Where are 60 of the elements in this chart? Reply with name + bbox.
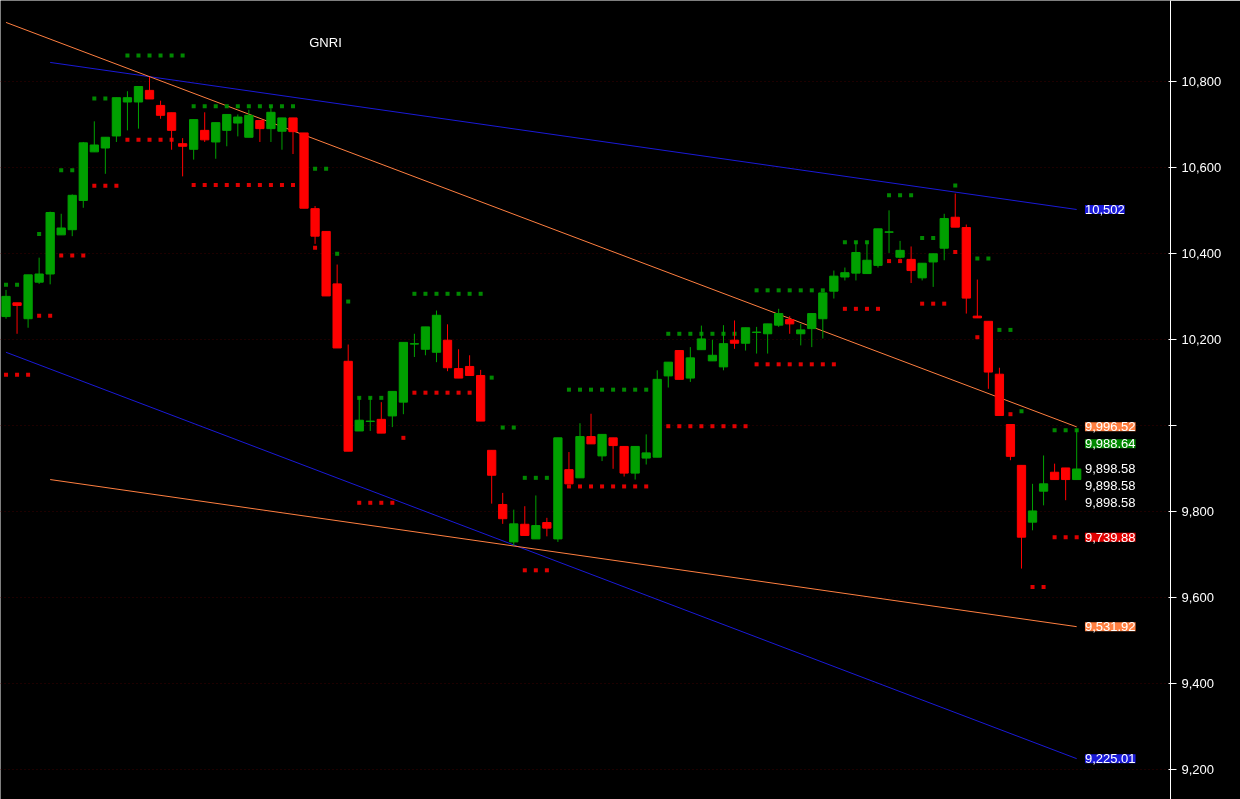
- data-label: 9,225.01: [1084, 751, 1136, 767]
- candlestick: [498, 492, 508, 525]
- candlestick: [155, 100, 166, 120]
- candlestick: [774, 308, 784, 328]
- candlestick: [531, 494, 541, 540]
- candlestick: [707, 339, 718, 362]
- candlestick: [200, 111, 210, 143]
- candlestick: [586, 413, 596, 445]
- candlestick: [1061, 467, 1071, 501]
- candlestick: [928, 253, 938, 288]
- candlestick: [133, 86, 144, 130]
- candlestick: [122, 90, 133, 131]
- y-tick-label: 10,200: [1181, 331, 1222, 347]
- candlestick: [12, 302, 22, 335]
- data-label: 10,502: [1084, 202, 1125, 217]
- candlestick: [520, 505, 530, 536]
- candlestick: [906, 245, 916, 284]
- candlestick: [1, 289, 11, 320]
- candlestick: [597, 433, 607, 462]
- candlestick: [796, 323, 806, 346]
- candlestick: [950, 193, 960, 228]
- candlestick: [89, 120, 99, 153]
- y-tick-label: 9,400: [1181, 675, 1215, 691]
- candlestick: [100, 136, 110, 175]
- candlestick: [685, 346, 695, 383]
- data-label: 9,996.52: [1084, 419, 1136, 435]
- candlestick: [608, 437, 618, 470]
- candlestick: [564, 451, 574, 485]
- candlestick: [288, 117, 298, 155]
- candlestick: [751, 326, 762, 355]
- y-tick-label: 10,600: [1181, 159, 1222, 175]
- candlestick: [144, 76, 155, 100]
- y-tick-label: 9,800: [1181, 503, 1215, 519]
- candlestick: [663, 361, 673, 389]
- candlestick: [542, 517, 552, 537]
- data-label: 9,988.64: [1084, 436, 1136, 452]
- candlestick: [972, 279, 982, 319]
- candlestick: [453, 348, 464, 379]
- candlestick: [409, 333, 420, 358]
- candlestick: [376, 401, 386, 434]
- candlestick: [1027, 483, 1038, 531]
- candlestick: [255, 119, 265, 143]
- text: GNRI: [309, 35, 342, 50]
- candlestick: [740, 327, 751, 352]
- candlestick: [895, 240, 905, 260]
- y-tick-label: 10,400: [1181, 245, 1222, 261]
- data-label: 9,739.88: [1084, 529, 1136, 545]
- candlestick: [177, 137, 188, 177]
- data-label: 9,531.92: [1084, 619, 1136, 635]
- candlestick: [509, 509, 519, 546]
- y-tick-label: 9,200: [1181, 761, 1215, 777]
- y-tick-label: 10,800: [1181, 73, 1222, 89]
- candlestick: [464, 354, 475, 376]
- candlestick: [762, 323, 773, 355]
- candlestick: [420, 326, 431, 356]
- annotation: 9,898.58: [1084, 495, 1136, 511]
- y-tick-label: 9,600: [1181, 589, 1215, 605]
- annotation: 9,898.58: [1084, 478, 1136, 494]
- candlestick: [1038, 454, 1049, 506]
- annotation: 9,898.58: [1084, 461, 1136, 477]
